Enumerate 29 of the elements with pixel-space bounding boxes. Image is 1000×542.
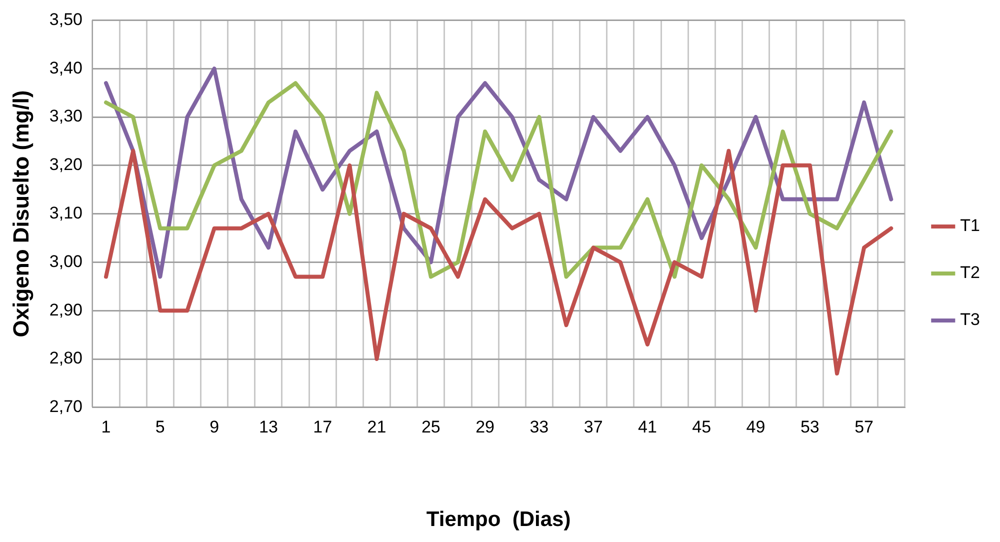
y-tick-label: 2,80 (49, 348, 82, 368)
y-axis-title: Oxigeno Disuelto (mg/l) (8, 90, 34, 338)
x-tick-label: 41 (638, 417, 657, 436)
legend-label: T2 (960, 263, 980, 282)
y-tick-label: 3,20 (49, 155, 82, 174)
y-tick-label: 3,40 (49, 58, 82, 78)
y-tick-label: 3,30 (49, 106, 82, 126)
legend-label: T3 (960, 310, 980, 330)
x-tick-label: 17 (313, 417, 332, 436)
x-tick-label: 53 (800, 417, 820, 436)
x-tick-label: 5 (155, 417, 165, 436)
y-tick-label: 2,70 (49, 397, 82, 416)
x-tick-label: 29 (476, 417, 494, 436)
x-axis-title: Tiempo (Dias) (426, 508, 571, 532)
x-tick-label: 13 (258, 417, 278, 436)
x-tick-label: 33 (530, 417, 549, 436)
x-tick-label: 45 (692, 417, 712, 436)
y-tick-label: 2,90 (49, 300, 82, 320)
y-tick-label: 3,50 (49, 10, 82, 29)
x-tick-label: 25 (421, 417, 440, 436)
y-tick-label: 3,10 (49, 203, 82, 222)
legend-label: T1 (960, 216, 980, 236)
x-tick-label: 57 (854, 417, 874, 436)
x-tick-label: 21 (367, 417, 386, 436)
x-tick-label: 1 (101, 417, 111, 436)
x-tick-label: 9 (210, 417, 220, 436)
x-tick-label: 49 (746, 417, 766, 436)
y-tick-label: 3,00 (49, 252, 82, 271)
x-tick-label: 37 (584, 417, 603, 436)
